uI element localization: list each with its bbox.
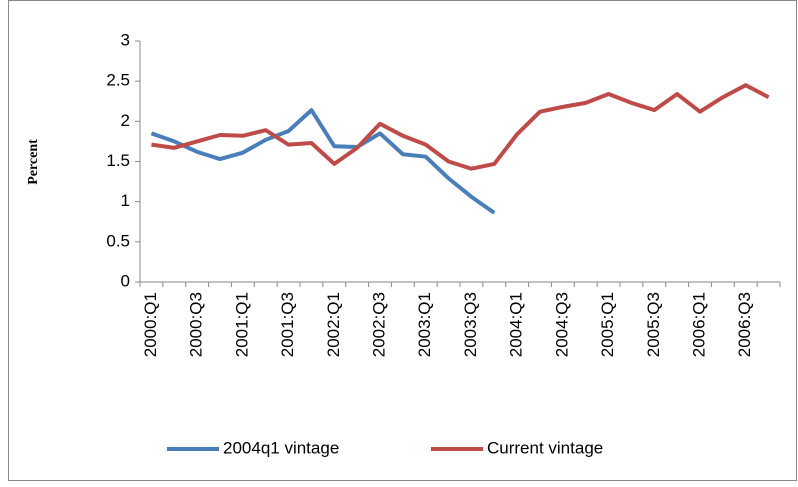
x-tick-label: 2002:Q3 <box>369 292 388 357</box>
x-tick-label: 2002:Q1 <box>324 292 343 357</box>
y-tick-label: 2.5 <box>106 71 130 90</box>
y-tick-label: 3 <box>121 30 130 49</box>
series-line <box>150 108 496 215</box>
x-tick-label: 2003:Q1 <box>415 292 434 357</box>
series-line <box>151 83 770 171</box>
y-tick-label: 2 <box>121 111 130 130</box>
x-tick-label: 2003:Q3 <box>461 292 480 357</box>
y-tick-label: 0 <box>121 271 130 290</box>
x-tick-label: 2005:Q1 <box>598 292 617 357</box>
x-tick-label: 2004:Q3 <box>552 292 571 357</box>
y-tick-label: 1 <box>121 191 130 210</box>
y-tick-label: 0.5 <box>106 231 130 250</box>
x-tick-label: 2006:Q1 <box>689 292 708 357</box>
legend-label: 2004q1 vintage <box>223 438 339 457</box>
x-tick-label: 2001:Q1 <box>232 292 251 357</box>
y-tick-label: 1.5 <box>106 151 130 170</box>
x-tick-label: 2001:Q3 <box>278 292 297 357</box>
x-tick-label: 2005:Q3 <box>644 292 663 357</box>
x-tick-label: 2004:Q1 <box>507 292 526 357</box>
legend-label: Current vintage <box>487 438 603 457</box>
x-tick-label: 2000:Q3 <box>187 292 206 357</box>
x-tick-label: 2006:Q3 <box>735 292 754 357</box>
x-tick-label: 2000:Q1 <box>141 292 160 357</box>
y-axis-label: Percent <box>26 139 41 185</box>
